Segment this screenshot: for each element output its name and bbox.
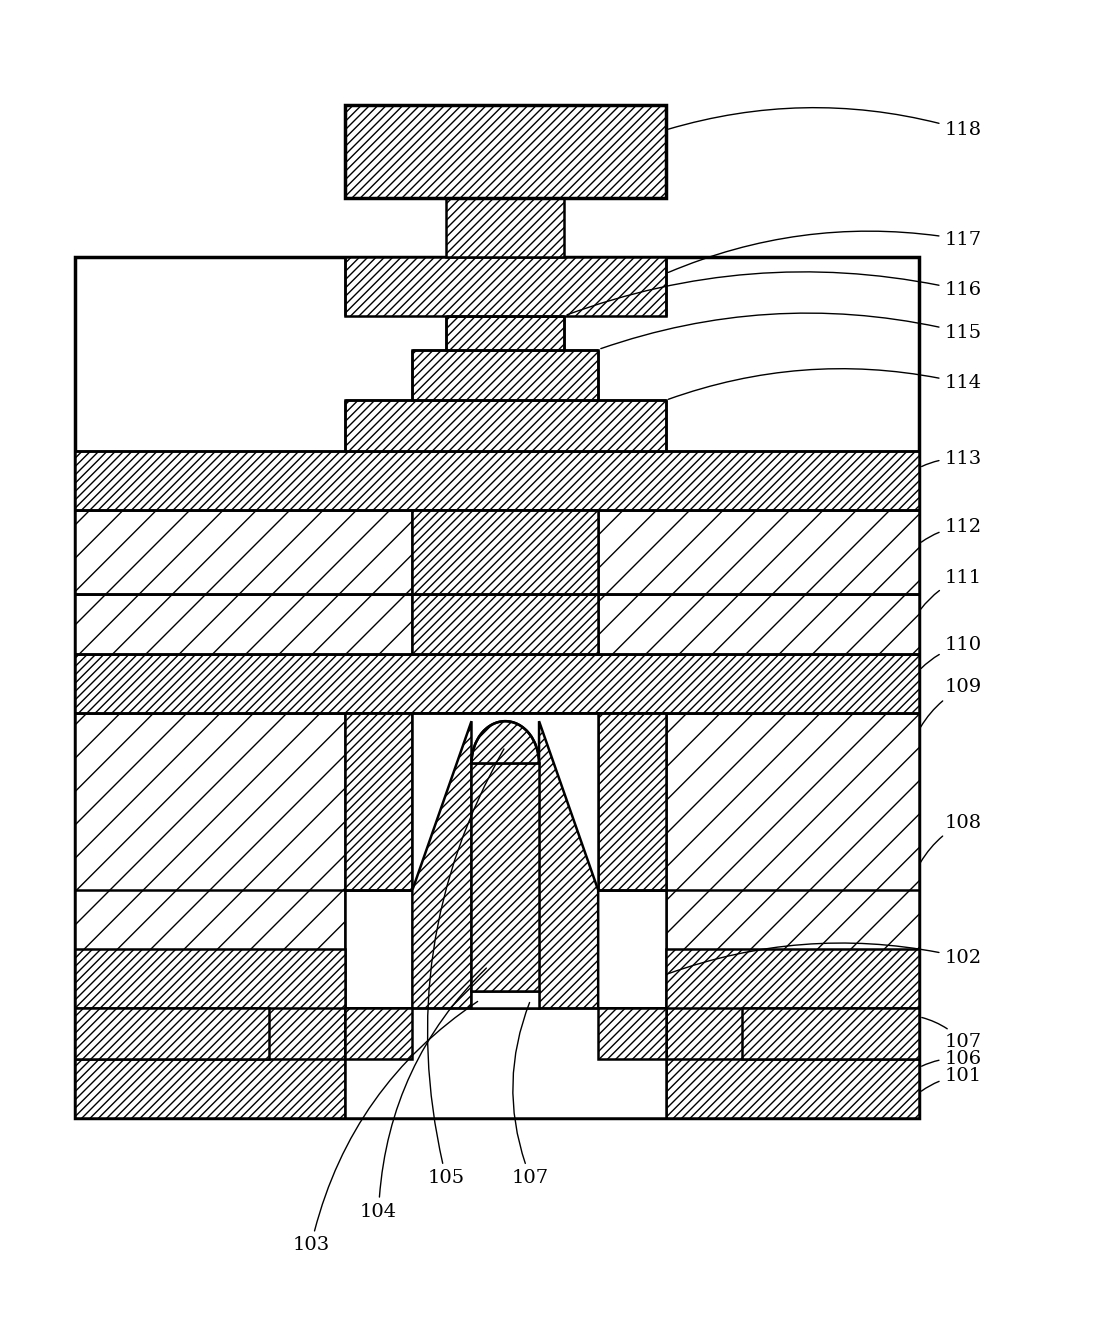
Text: 104: 104 (360, 968, 486, 1220)
Bar (345, 256, 666, 315)
Text: 101: 101 (921, 1067, 981, 1092)
Polygon shape (74, 949, 345, 1118)
Text: 103: 103 (292, 1002, 477, 1254)
Text: 112: 112 (921, 518, 981, 542)
Polygon shape (74, 653, 919, 712)
Bar (345, 105, 666, 197)
Polygon shape (345, 1008, 413, 1059)
Bar (446, 197, 564, 256)
Text: 107: 107 (512, 1003, 550, 1187)
Text: 118: 118 (668, 107, 981, 139)
Text: 117: 117 (668, 231, 981, 272)
Polygon shape (598, 1008, 666, 1059)
Polygon shape (472, 721, 539, 763)
Bar (413, 350, 598, 400)
Polygon shape (741, 1008, 919, 1118)
Polygon shape (74, 451, 919, 510)
Text: 105: 105 (427, 748, 504, 1187)
Text: 116: 116 (567, 272, 981, 315)
Text: 106: 106 (922, 1050, 981, 1067)
Polygon shape (598, 712, 666, 890)
Polygon shape (598, 594, 919, 653)
Polygon shape (74, 510, 413, 594)
Bar (413, 712, 598, 890)
Bar (345, 400, 666, 451)
Text: 114: 114 (668, 369, 981, 400)
Polygon shape (598, 510, 919, 594)
Bar (446, 315, 564, 350)
Polygon shape (74, 594, 413, 653)
Text: 111: 111 (921, 569, 981, 609)
Bar (413, 510, 598, 594)
Polygon shape (539, 721, 598, 1008)
Text: 102: 102 (668, 943, 981, 974)
Polygon shape (413, 721, 472, 1008)
Bar (74, 256, 919, 1118)
Bar (345, 1008, 666, 1118)
Text: 115: 115 (601, 312, 981, 349)
Polygon shape (74, 712, 345, 1008)
Text: 109: 109 (921, 679, 982, 727)
Polygon shape (666, 712, 919, 1008)
Text: 108: 108 (921, 814, 981, 862)
Text: 110: 110 (921, 636, 981, 669)
Bar (472, 763, 539, 991)
Polygon shape (74, 1008, 268, 1059)
Bar (413, 594, 598, 653)
Polygon shape (741, 1008, 919, 1059)
Polygon shape (666, 949, 919, 1118)
Bar (472, 991, 539, 1008)
Text: 113: 113 (922, 451, 982, 468)
Bar (345, 890, 666, 1008)
Polygon shape (345, 712, 413, 890)
Polygon shape (74, 1008, 268, 1118)
Text: 107: 107 (922, 1018, 981, 1051)
